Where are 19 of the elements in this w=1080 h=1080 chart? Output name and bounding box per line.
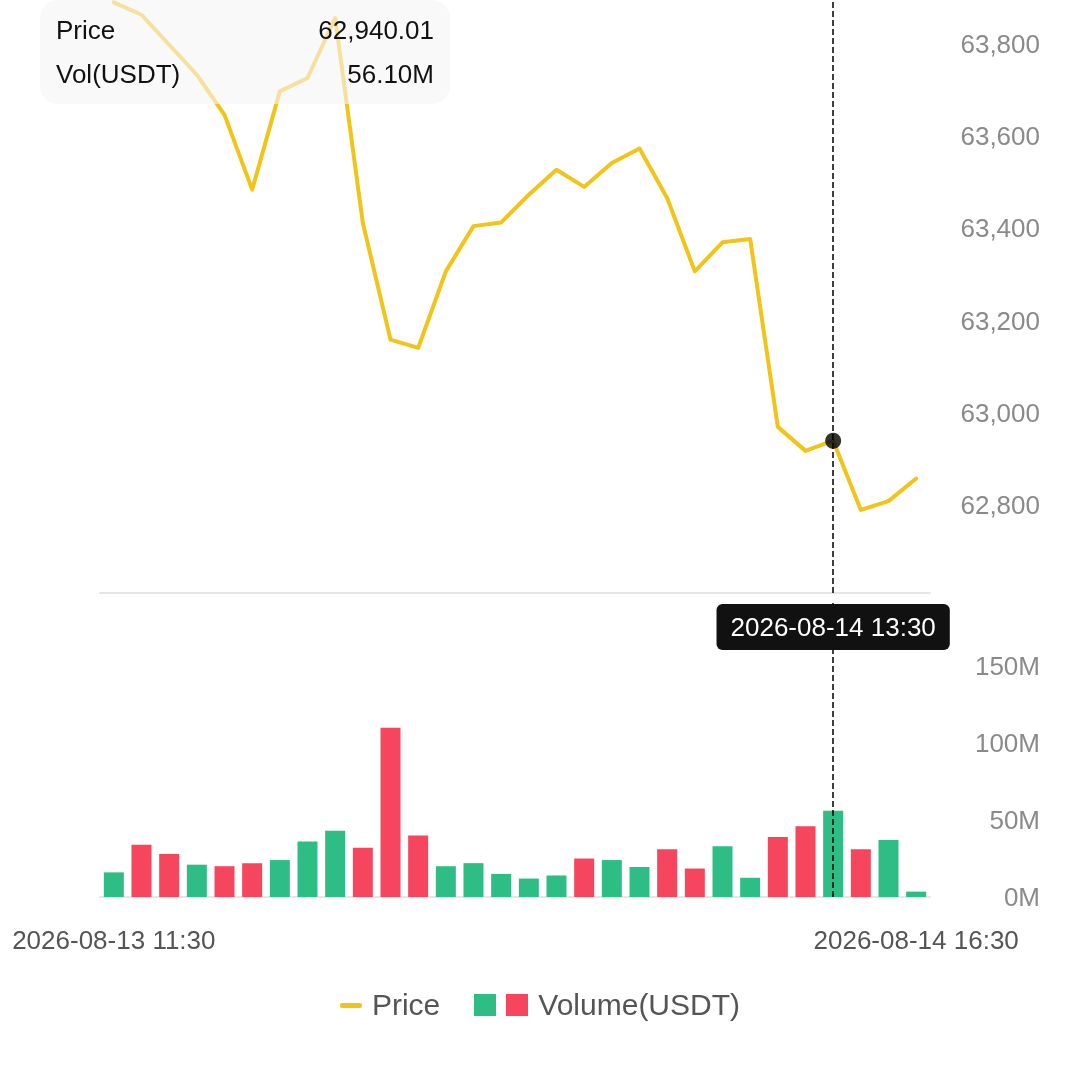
x-tick-label: 2026-08-14 16:30	[813, 925, 1019, 955]
x-tick-label: 2026-08-14 13:30	[730, 612, 936, 642]
annotation: 62,940.01	[318, 15, 434, 45]
y-tick-label: 50M	[989, 805, 1040, 836]
y-tick-label: 0M	[1003, 882, 1040, 912]
legend-label: Volume(USDT)	[538, 988, 741, 1022]
annotation: 56.10M	[347, 59, 434, 89]
annotation: Vol(USDT)	[56, 59, 181, 89]
y-tick-label: 150M	[974, 651, 1040, 682]
y-tick-label: 63,200	[960, 305, 1040, 336]
x-tick-label: 2026-08-13 11:30	[12, 925, 216, 955]
y-tick-label: 63,600	[960, 121, 1040, 152]
y-tick-label: 63,400	[960, 213, 1040, 244]
y-tick-label: 63,000	[960, 398, 1040, 429]
y-tick-label: 100M	[974, 728, 1040, 759]
legend-label: Price	[371, 988, 441, 1022]
y-tick-label: 62,800	[960, 490, 1040, 521]
annotation: Price	[56, 15, 116, 45]
y-tick-label: 63,800	[960, 28, 1040, 59]
